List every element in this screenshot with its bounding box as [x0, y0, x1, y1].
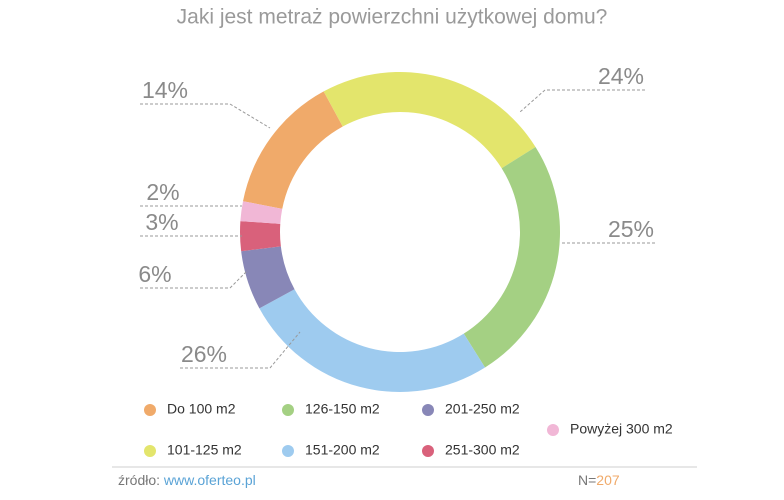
donut-segment	[463, 146, 560, 368]
leader-line	[140, 269, 249, 289]
legend-label: Do 100 m2	[167, 401, 236, 417]
chart-title: Jaki jest metraż powierzchni użytkowej d…	[177, 6, 608, 29]
source-url: www.oferteo.pl	[163, 472, 256, 488]
donut-segment	[323, 72, 536, 169]
legend-swatch	[282, 445, 294, 457]
donut-segment	[259, 289, 486, 392]
sample-size: N=207	[578, 472, 620, 488]
value-label: 26%	[181, 341, 227, 367]
legend-label: 126-150 m2	[305, 401, 380, 417]
legend-label: 201-250 m2	[445, 401, 520, 417]
value-label: 14%	[142, 77, 188, 103]
value-label: 24%	[598, 63, 644, 89]
legend-swatch	[144, 445, 156, 457]
leader-line	[519, 89, 645, 113]
legend-label: 101-125 m2	[167, 442, 242, 458]
value-label: 25%	[608, 216, 654, 242]
donut-segment	[239, 221, 281, 252]
n-value: 207	[596, 472, 620, 488]
value-label: 3%	[145, 209, 178, 235]
legend-label: 251-300 m2	[445, 442, 520, 458]
donut-segment	[242, 91, 343, 209]
n-label: N=	[578, 472, 596, 488]
legend-label: 151-200 m2	[305, 442, 380, 458]
value-label: 6%	[138, 261, 171, 287]
legend-swatch	[422, 445, 434, 457]
legend-label: Powyżej 300 m2	[570, 421, 673, 437]
legend-swatch	[282, 404, 294, 416]
source-label: źródło:	[118, 472, 160, 488]
leader-line	[140, 103, 271, 129]
legend-swatch	[144, 404, 156, 416]
leader-line	[180, 331, 301, 369]
donut-segment	[241, 246, 295, 309]
value-label: 2%	[146, 179, 179, 205]
donut-segment	[240, 201, 283, 224]
source: źródło: www.oferteo.pl	[118, 472, 256, 488]
legend-swatch	[422, 404, 434, 416]
legend-swatch	[547, 424, 559, 436]
